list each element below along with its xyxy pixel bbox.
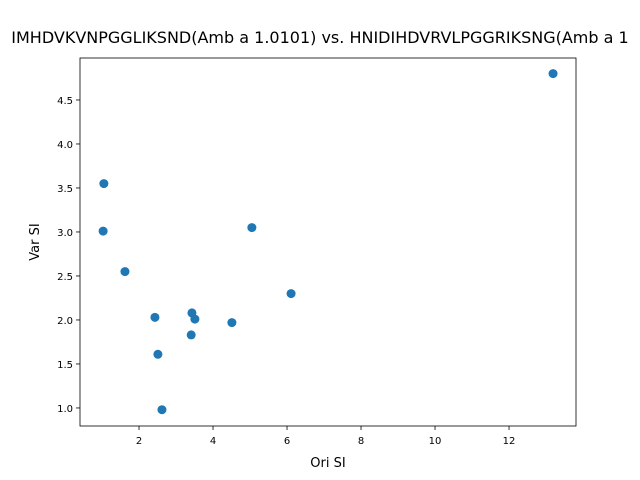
scatter-point: [247, 223, 257, 233]
y-tick-label: 3.5: [57, 184, 73, 195]
plot-frame: [79, 57, 577, 427]
x-tick-label: 8: [358, 436, 364, 447]
scatter-point: [227, 318, 237, 328]
scatter-point: [186, 330, 196, 340]
scatter-point: [190, 314, 200, 324]
x-tick-label: 10: [429, 436, 442, 447]
x-axis-label: Ori SI: [310, 456, 345, 471]
scatter-point: [150, 312, 160, 322]
scatter-point: [548, 69, 558, 79]
x-tick-label: 4: [210, 436, 216, 447]
scatter-point: [153, 349, 163, 359]
y-tick-label: 1.0: [57, 404, 73, 415]
scatter-point: [286, 289, 296, 299]
y-tick-label: 4.5: [57, 96, 73, 107]
y-tick-label: 3.0: [57, 228, 73, 239]
y-tick-label: 4.0: [57, 140, 73, 151]
scatter-point: [157, 405, 167, 415]
scatter-point: [98, 226, 108, 236]
scatter-point: [120, 267, 130, 277]
y-tick-label: 1.5: [57, 360, 73, 371]
y-tick-label: 2.0: [57, 316, 73, 327]
x-tick-label: 6: [284, 436, 290, 447]
x-tick-label: 12: [503, 436, 516, 447]
y-tick-label: 2.5: [57, 272, 73, 283]
y-axis-label: Var SI: [28, 223, 43, 260]
scatter-point: [99, 179, 109, 189]
chart-title: IMHDVKVNPGGLIKSND(Amb a 1.0101) vs. HNID…: [11, 28, 628, 47]
x-tick-label: 2: [136, 436, 142, 447]
